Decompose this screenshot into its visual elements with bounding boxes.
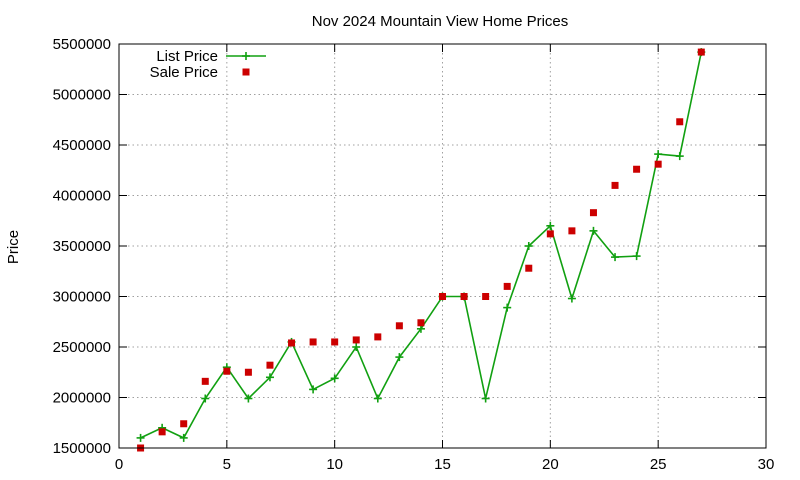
list-price-point [546, 221, 555, 230]
legend-label-sale-price: Sale Price [150, 64, 218, 81]
sale-price-point [158, 428, 166, 436]
x-tick-label: 5 [223, 456, 231, 473]
y-tick-label: 3000000 [53, 289, 111, 306]
sale-price-point [244, 368, 252, 376]
sale-price-point [223, 367, 231, 375]
list-price-point [589, 226, 598, 235]
y-tick-label: 4500000 [53, 137, 111, 154]
sale-price-point [568, 227, 576, 235]
grid [119, 44, 766, 448]
series-layer [136, 48, 706, 452]
list-price-point [632, 252, 641, 261]
series-line-list-price [140, 51, 703, 439]
legend-label-list-price: List Price [156, 48, 218, 65]
sale-price-point [633, 165, 641, 173]
sale-price-point [201, 377, 209, 385]
list-price-point [503, 303, 512, 312]
y-tick-label: 5000000 [53, 87, 111, 104]
list-price-point [373, 394, 382, 403]
sale-price-point [546, 230, 554, 238]
sale-price-point [460, 293, 468, 300]
y-tick-label: 2000000 [53, 390, 111, 407]
list-price-point [395, 353, 404, 362]
sale-price-point [374, 333, 382, 341]
sale-price-point [288, 339, 296, 347]
list-price-point [481, 394, 490, 403]
legend-sample-list-price-marker [242, 52, 250, 60]
y-tick-label: 5500000 [53, 36, 111, 53]
list-price-point [352, 343, 361, 351]
list-price-point [201, 394, 210, 403]
sale-price-point [352, 336, 360, 344]
sale-price-point [331, 338, 339, 346]
list-price-point [244, 394, 253, 403]
x-tick-label: 25 [650, 456, 667, 473]
sale-price-point [395, 322, 403, 330]
list-price-point [675, 152, 684, 161]
x-tick-label: 15 [434, 456, 451, 473]
list-price-point [524, 242, 533, 250]
y-tick-label: 1500000 [53, 440, 111, 457]
y-tick-label: 2500000 [53, 339, 111, 356]
list-price-point [567, 294, 576, 303]
plot-frame [118, 43, 767, 449]
x-tick-label: 10 [326, 456, 343, 473]
list-price-point [136, 433, 145, 442]
y-tick-label: 3500000 [53, 238, 111, 255]
sale-price-point [180, 420, 188, 428]
list-price-point [330, 374, 339, 383]
y-tick-label: 4000000 [53, 188, 111, 205]
sale-price-point [697, 48, 705, 56]
list-price-point [179, 433, 188, 442]
list-price-point [265, 373, 274, 382]
list-price-point [611, 253, 620, 262]
y-axis-label: Price [5, 230, 22, 264]
sale-price-point [611, 181, 619, 189]
list-price-point [309, 385, 318, 394]
x-tick-label: 30 [758, 456, 775, 473]
sale-price-point [439, 293, 446, 300]
list-price-point [654, 150, 663, 159]
legend: List Price Sale Price [150, 48, 266, 81]
x-tick-label: 0 [115, 456, 123, 473]
sale-price-point [266, 361, 274, 369]
x-tick-label: 20 [542, 456, 559, 473]
chart-title: Nov 2024 Mountain View Home Prices [312, 13, 569, 30]
sale-price-point [503, 282, 511, 290]
sale-price-point [482, 293, 490, 300]
sale-price-point [309, 338, 317, 346]
sale-price-point [525, 264, 533, 272]
sale-price-point [654, 160, 662, 168]
legend-sample-sale-price-marker [242, 68, 250, 76]
tick-labels: 1500000 2000000 2500000 3000000 3500000 40000… [53, 36, 775, 473]
sale-price-point [676, 118, 684, 126]
sale-price-point [589, 209, 597, 217]
sale-price-point [417, 319, 425, 327]
